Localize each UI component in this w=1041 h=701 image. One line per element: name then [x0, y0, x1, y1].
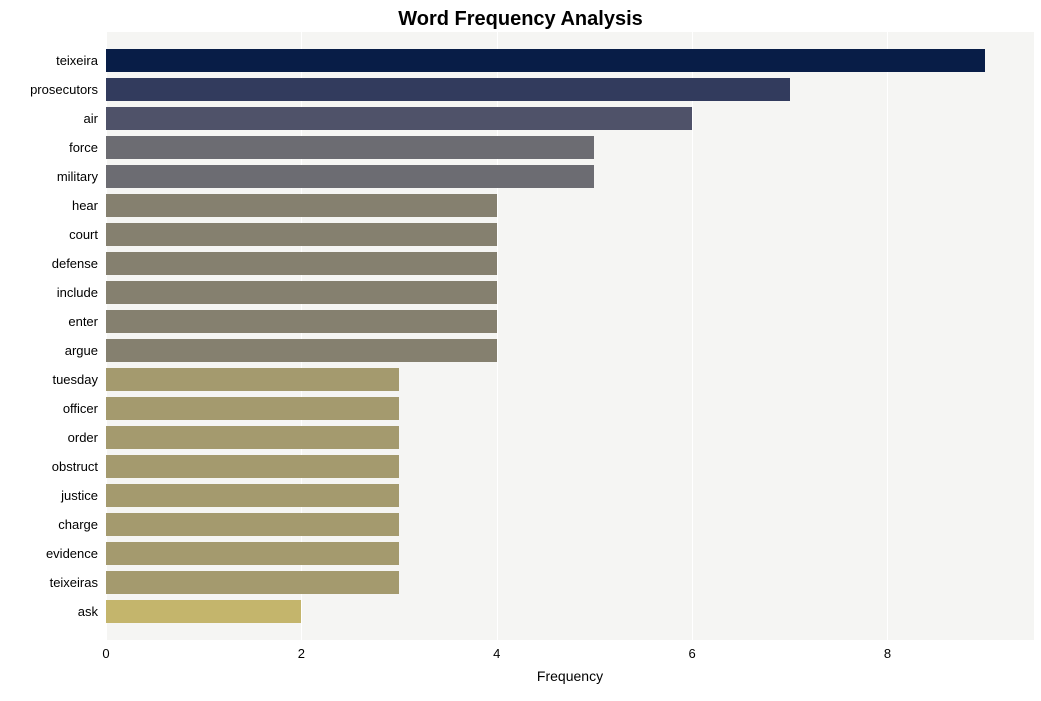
y-tick-label: evidence — [0, 546, 98, 561]
bar — [106, 310, 497, 333]
y-tick-label: obstruct — [0, 459, 98, 474]
y-tick-label: include — [0, 285, 98, 300]
bar — [106, 368, 399, 391]
bar — [106, 252, 497, 275]
grid-line — [692, 32, 693, 640]
x-tick-label: 6 — [688, 646, 695, 661]
y-tick-label: argue — [0, 343, 98, 358]
bar — [106, 281, 497, 304]
bar — [106, 49, 985, 72]
y-tick-label: charge — [0, 517, 98, 532]
y-tick-label: prosecutors — [0, 82, 98, 97]
chart-title: Word Frequency Analysis — [0, 8, 1041, 31]
grid-line — [887, 32, 888, 640]
y-tick-label: teixeiras — [0, 575, 98, 590]
y-tick-label: force — [0, 140, 98, 155]
y-tick-label: military — [0, 169, 98, 184]
bar — [106, 600, 301, 623]
bar — [106, 455, 399, 478]
y-tick-label: enter — [0, 314, 98, 329]
bar — [106, 194, 497, 217]
bar — [106, 397, 399, 420]
bar — [106, 542, 399, 565]
y-tick-label: air — [0, 111, 98, 126]
bar — [106, 426, 399, 449]
x-axis-label: Frequency — [106, 668, 1034, 684]
x-tick-label: 8 — [884, 646, 891, 661]
bar — [106, 78, 790, 101]
bar — [106, 513, 399, 536]
bar — [106, 571, 399, 594]
y-tick-label: officer — [0, 401, 98, 416]
y-tick-label: ask — [0, 604, 98, 619]
plot-area — [106, 32, 1034, 640]
y-tick-label: tuesday — [0, 372, 98, 387]
bar — [106, 165, 594, 188]
y-tick-label: order — [0, 430, 98, 445]
x-tick-label: 2 — [298, 646, 305, 661]
x-tick-label: 4 — [493, 646, 500, 661]
word-frequency-chart: Word Frequency Analysis Frequency 0 2 4 6 8 t… — [0, 0, 1041, 701]
bar — [106, 339, 497, 362]
y-tick-label: defense — [0, 256, 98, 271]
bar — [106, 223, 497, 246]
bar — [106, 136, 594, 159]
bar — [106, 107, 692, 130]
bar — [106, 484, 399, 507]
y-tick-label: hear — [0, 198, 98, 213]
x-tick-label: 0 — [102, 646, 109, 661]
y-tick-label: justice — [0, 488, 98, 503]
y-tick-label: teixeira — [0, 53, 98, 68]
y-tick-label: court — [0, 227, 98, 242]
